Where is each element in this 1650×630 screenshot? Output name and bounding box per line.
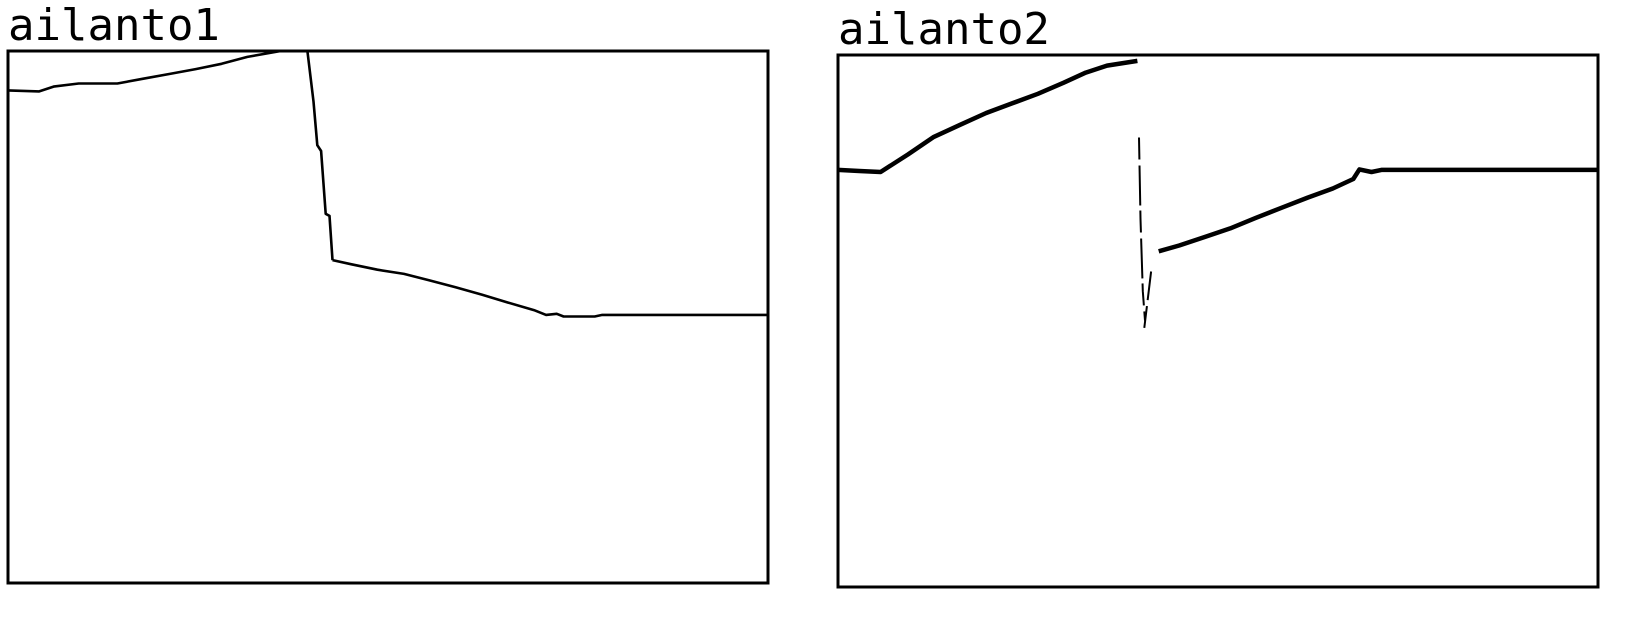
- series-line-ailanto1-segment-2: [306, 50, 334, 261]
- series-line-ailanto2-segment-3: [1143, 271, 1153, 329]
- plot-frame-ailanto1: [6, 49, 770, 585]
- series-line-ailanto2-segment-1: [837, 58, 1138, 175]
- plot-area-ailanto1: [6, 49, 770, 585]
- chart-title-ailanto2: ailanto2: [838, 4, 1050, 55]
- plot-frame-ailanto2: [836, 53, 1600, 589]
- series-line-ailanto2-segment-2: [1138, 137, 1146, 321]
- series-line-ailanto1-segment-1: [7, 49, 308, 93]
- plot-area-ailanto2: [836, 53, 1600, 589]
- chart-title-ailanto1: ailanto1: [8, 0, 220, 51]
- series-line-ailanto1-segment-3: [332, 258, 768, 318]
- series-line-ailanto2-segment-4: [1158, 167, 1598, 254]
